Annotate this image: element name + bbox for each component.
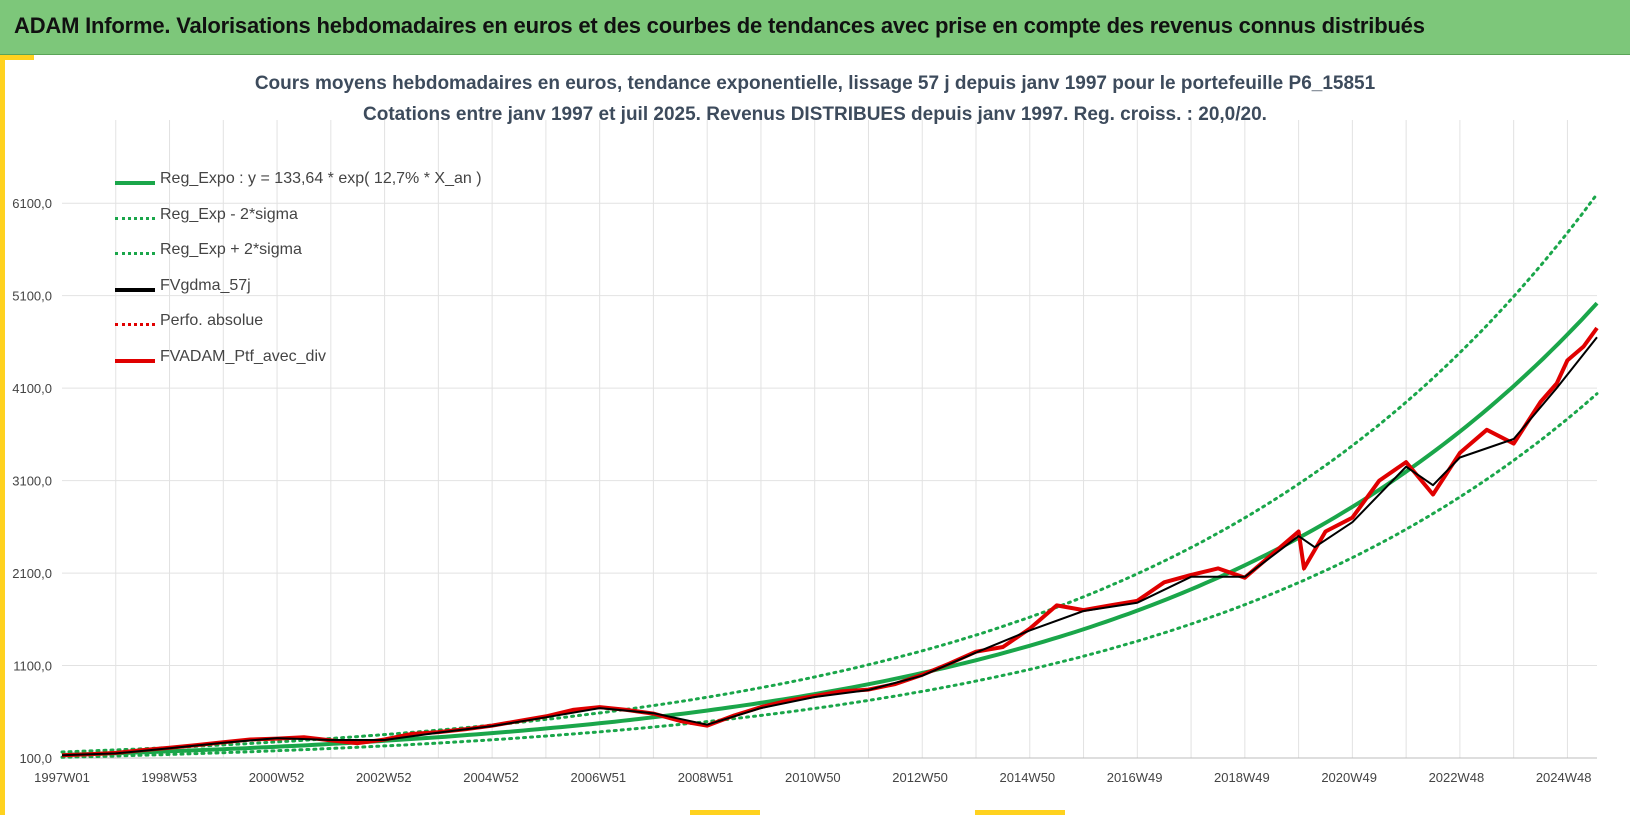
x-tick-label: 2020W49 [1321, 770, 1377, 785]
x-tick-label: 2016W49 [1107, 770, 1163, 785]
legend-swatch [115, 323, 155, 326]
legend-swatch [115, 288, 155, 292]
accent-bar-bottom [690, 810, 760, 815]
x-tick-label: 2012W50 [892, 770, 948, 785]
chart-grid [62, 120, 1597, 759]
x-tick-label: 2006W51 [570, 770, 626, 785]
y-tick-label: 2100,0 [12, 566, 52, 581]
x-tick-label: 1997W01 [34, 770, 90, 785]
reg-expo-line [61, 301, 1599, 757]
x-tick-label: 2002W52 [356, 770, 412, 785]
accent-bar-top [0, 55, 34, 60]
x-tick-label: 2010W50 [785, 770, 841, 785]
y-tick-label: 5100,0 [12, 289, 52, 304]
x-tick-label: 2022W48 [1429, 770, 1485, 785]
accent-bar-left [0, 55, 5, 815]
legend-label: Perfo. absolue [160, 312, 264, 329]
chart-series [60, 192, 1599, 759]
y-tick-label: 4100,0 [12, 381, 52, 396]
x-tick-label: 2018W49 [1214, 770, 1270, 785]
legend-label: FVgdma_57j [160, 277, 251, 294]
legend-label: Reg_Exp - 2*sigma [160, 206, 298, 223]
legend-swatch [115, 359, 155, 363]
legend-label: FVADAM_Ptf_avec_div [160, 348, 326, 365]
reg-exp-plus-2sigma-line [60, 192, 1599, 754]
legend-swatch [115, 181, 155, 185]
y-tick-label: 100,0 [19, 751, 52, 766]
x-tick-label: 2014W50 [1000, 770, 1056, 785]
report-header: ADAM Informe. Valorisations hebdomadaire… [0, 0, 1630, 55]
report-title: ADAM Informe. Valorisations hebdomadaire… [14, 13, 1425, 38]
fvgdma-57j-line [61, 336, 1598, 757]
x-tick-label: 1998W53 [141, 770, 197, 785]
y-tick-label: 1100,0 [13, 659, 52, 674]
x-tick-label: 2000W52 [249, 770, 305, 785]
legend-label: Reg_Exp + 2*sigma [160, 241, 302, 258]
y-tick-label: 3100,0 [12, 474, 52, 489]
x-tick-label: 2024W48 [1536, 770, 1592, 785]
chart-title-line1: Cours moyens hebdomadaires en euros, ten… [254, 73, 1376, 94]
x-tick-label: 2004W52 [463, 770, 519, 785]
reg-exp-minus-2sigma-line [60, 392, 1599, 759]
y-tick-label: 6100,0 [12, 196, 52, 211]
x-tick-label: 2008W51 [678, 770, 734, 785]
axis-ticks: 100,0 1100,0 2100,0 3100,0 4100,0 5100,0 6100,… [12, 196, 1591, 785]
legend-label: Reg_Expo : y = 133,64 * exp( 12,7% * X_a… [160, 170, 482, 187]
chart-title-line2: Cotations entre janv 1997 et juil 2025. … [363, 104, 1267, 125]
legend-swatch [115, 217, 155, 220]
accent-bar-bottom [975, 810, 1065, 815]
legend-swatch [115, 252, 155, 255]
